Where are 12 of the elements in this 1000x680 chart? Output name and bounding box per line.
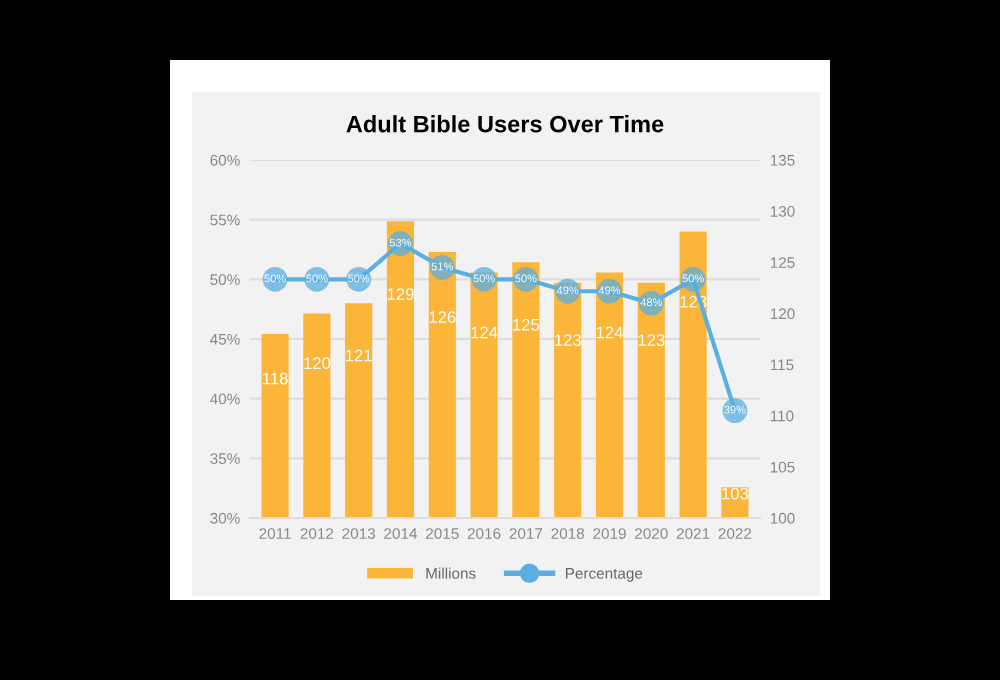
data-label: 103: [722, 487, 749, 500]
chart-title: Adult Bible Users Over Time: [346, 115, 664, 133]
data-label: 123: [638, 334, 665, 347]
data-label: 120: [304, 357, 331, 370]
data-label: 124: [471, 326, 498, 339]
data-label: 129: [387, 288, 414, 300]
data-label: 118: [263, 372, 288, 385]
data-label: 124: [596, 326, 623, 339]
data-label: 123: [555, 334, 581, 347]
data-label: 121: [346, 349, 372, 362]
data-label: 125: [513, 318, 540, 331]
data-label: 126: [429, 311, 456, 324]
